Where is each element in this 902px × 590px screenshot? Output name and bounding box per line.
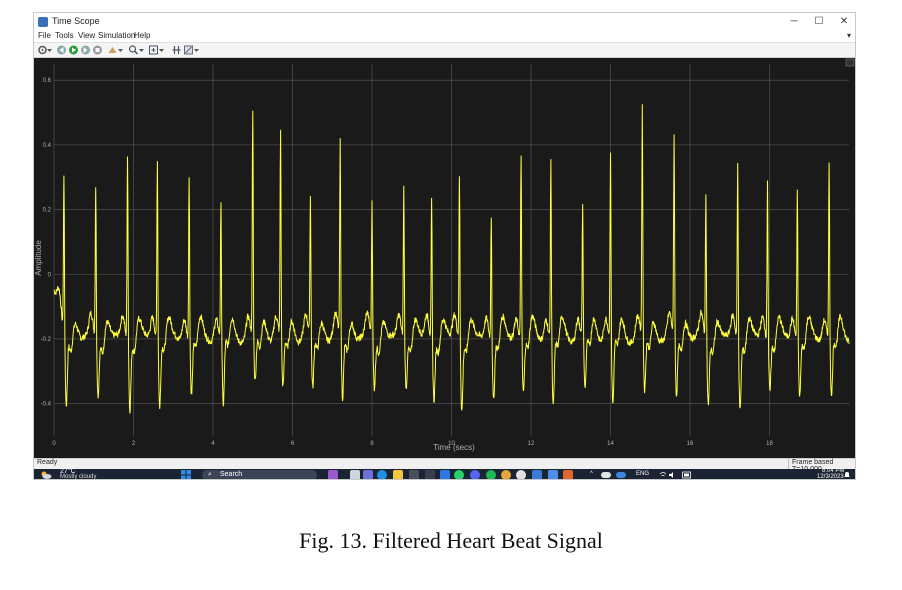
- run-icon[interactable]: [68, 45, 79, 55]
- onedrive-icon[interactable]: [616, 472, 626, 478]
- y-axis-label: Amplitude: [34, 240, 43, 276]
- x-tick-label: 2: [132, 441, 136, 447]
- zoom-icon[interactable]: [128, 45, 139, 55]
- x-tick-label: 0: [52, 441, 56, 447]
- y-tick-label: 0.2: [43, 208, 52, 214]
- menu-bar: File Tools View Simulation Help ▾: [34, 31, 855, 42]
- style-icon[interactable]: [183, 45, 194, 55]
- menu-help[interactable]: Help: [134, 31, 151, 40]
- windows-taskbar: 27°C Mostly cloudy ⌕ Search ^ ENG 8:04 P…: [34, 468, 855, 480]
- taskbar-search[interactable]: ⌕ Search: [202, 470, 317, 479]
- language-indicator[interactable]: ENG: [636, 471, 650, 477]
- step-forward-icon[interactable]: [80, 45, 91, 55]
- edge-icon[interactable]: [377, 470, 387, 479]
- battery-icon[interactable]: [682, 471, 692, 479]
- status-text: Ready: [37, 459, 58, 466]
- dropdown-icon[interactable]: [139, 45, 144, 55]
- file-explorer-icon[interactable]: [393, 470, 403, 479]
- search-label: Search: [220, 471, 243, 478]
- plot-menu-icon[interactable]: [845, 58, 855, 67]
- whatsapp-icon[interactable]: [454, 470, 464, 479]
- menu-simulation[interactable]: Simulation: [98, 31, 136, 40]
- menu-view[interactable]: View: [78, 31, 96, 40]
- step-back-icon[interactable]: [56, 45, 67, 55]
- amplitude-chart: 0 2 4 6 8 10 12 14 16 18 -0.4 -0.2 0 0.2 0.4 0.6 Amplit…: [34, 58, 855, 452]
- y-tick-label: 0: [48, 272, 52, 278]
- close-button[interactable]: ✕: [839, 16, 849, 27]
- scale-icon[interactable]: [148, 45, 159, 55]
- dropdown-icon[interactable]: [118, 45, 123, 55]
- y-tick-label: 0.4: [43, 143, 52, 149]
- stop-icon[interactable]: [92, 45, 103, 55]
- wifi-volume-icon[interactable]: [659, 471, 677, 479]
- maximize-button[interactable]: ☐: [814, 16, 824, 27]
- weather-description: Mostly cloudy: [60, 474, 97, 480]
- minimize-button[interactable]: ─: [790, 16, 798, 27]
- x-tick-label: 18: [766, 441, 773, 447]
- x-tick-label: 8: [370, 441, 374, 447]
- cursor-measure-icon[interactable]: [171, 45, 182, 55]
- outlook-icon[interactable]: [548, 470, 558, 479]
- search-icon: ⌕: [208, 471, 212, 478]
- discord-icon[interactable]: [470, 470, 480, 479]
- tray-overflow-icon[interactable]: ^: [590, 471, 593, 477]
- x-tick-label: 4: [211, 441, 215, 447]
- windows-start-icon[interactable]: [181, 470, 191, 480]
- tick-labels: 0 2 4 6 8 10 12 14 16 18 -0.4 -0.2 0 0.2 0.4 0.6: [41, 78, 774, 447]
- figure-caption: Fig. 13. Filtered Heart Beat Signal: [299, 528, 603, 553]
- x-tick-label: 6: [291, 441, 295, 447]
- weather-temperature: 27°C: [60, 468, 76, 475]
- title-bar: Time Scope ─ ☐ ✕: [34, 13, 855, 31]
- clock-date[interactable]: 12/3/2023: [817, 474, 844, 480]
- terminal-icon[interactable]: [409, 470, 419, 479]
- clock-time[interactable]: 8:04 PM: [822, 468, 845, 474]
- notification-bell-icon[interactable]: [843, 471, 851, 479]
- x-tick-label: 16: [687, 441, 694, 447]
- mail-icon[interactable]: [425, 470, 435, 479]
- grid-lines: [53, 64, 849, 436]
- task-view-icon[interactable]: [350, 470, 360, 479]
- y-tick-label: -0.2: [41, 337, 52, 343]
- weather-cloud-icon[interactable]: [40, 470, 52, 480]
- photos-icon[interactable]: [532, 470, 542, 479]
- scope-plot[interactable]: 0 2 4 6 8 10 12 14 16 18 -0.4 -0.2 0 0.2 0.4 0.6 Amplit…: [34, 58, 855, 458]
- cloud-icon[interactable]: [601, 472, 611, 478]
- x-tick-label: 14: [607, 441, 614, 447]
- chat-app-icon[interactable]: [440, 470, 450, 479]
- x-tick-label: 10: [448, 441, 455, 447]
- spotify-icon[interactable]: [486, 470, 496, 479]
- menu-file[interactable]: File: [38, 31, 51, 40]
- signal-trace: [53, 104, 850, 414]
- dropdown-icon[interactable]: [159, 45, 164, 55]
- dropdown-icon[interactable]: [194, 45, 199, 55]
- highlight-icon[interactable]: [107, 45, 118, 55]
- toolbar: [34, 42, 855, 58]
- chrome-icon[interactable]: [501, 470, 511, 479]
- menu-tools[interactable]: Tools: [55, 31, 74, 40]
- x-tick-label: 12: [528, 441, 535, 447]
- menu-expand-icon[interactable]: ▾: [846, 31, 851, 40]
- y-tick-label: -0.4: [41, 402, 52, 408]
- dropdown-icon[interactable]: [47, 45, 52, 55]
- window-title: Time Scope: [52, 16, 100, 26]
- widget-app-icon[interactable]: [328, 470, 338, 479]
- time-scope-window: Time Scope ─ ☐ ✕ File Tools View Simulat…: [33, 12, 856, 480]
- status-bar: Ready Frame based T=10.000: [34, 458, 855, 473]
- obs-icon[interactable]: [516, 470, 526, 479]
- matlab-app-icon: [38, 17, 48, 27]
- y-tick-label: 0.6: [43, 78, 52, 84]
- settings-icon[interactable]: [37, 45, 48, 55]
- teams-icon[interactable]: [363, 470, 373, 479]
- x-axis-label: Time (secs): [433, 443, 475, 452]
- matlab-icon[interactable]: [563, 470, 573, 479]
